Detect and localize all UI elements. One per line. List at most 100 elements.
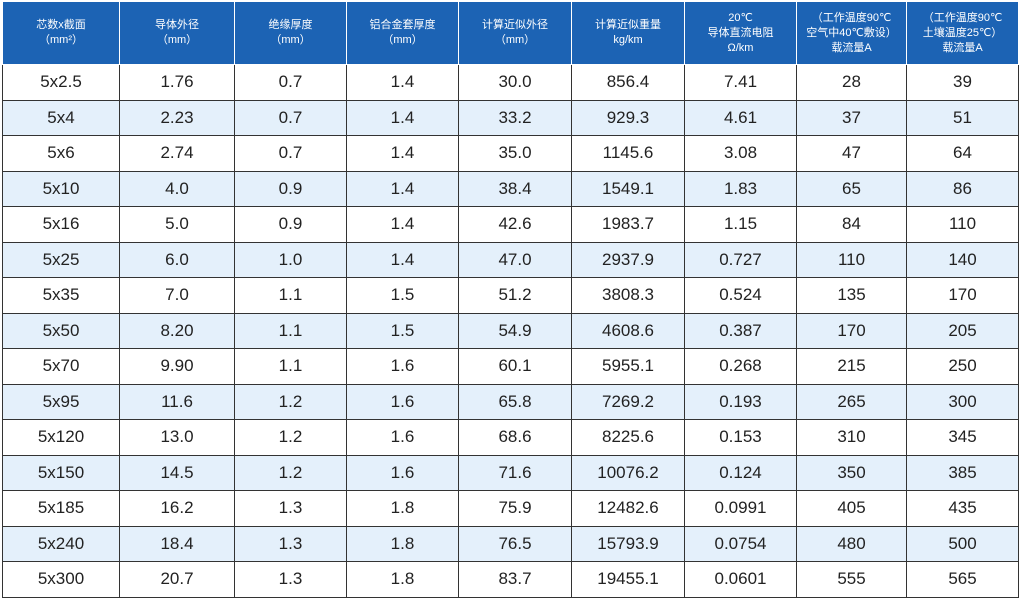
table-cell: 18.4 — [119, 525, 235, 562]
table-cell: 1.3 — [234, 490, 347, 527]
table-cell: 0.0991 — [684, 490, 797, 527]
table-cell: 385 — [906, 454, 1019, 491]
table-cell: 0.7 — [234, 135, 347, 172]
table-cell: 71.6 — [458, 454, 572, 491]
table-cell: 42.6 — [458, 206, 572, 243]
header-line: （mm） — [494, 34, 536, 46]
table-cell: 2937.9 — [571, 241, 685, 278]
table-cell: 51 — [906, 99, 1019, 136]
table-body: 5x2.5 1.76 0.7 1.4 30.0 856.4 7.41 28 39 5x4 2.23 0… — [2, 64, 1019, 598]
table-row: 5x150 14.5 1.2 1.6 71.6 10076.2 0.124 350 385 — [2, 454, 1019, 491]
table-cell: 20.7 — [119, 561, 235, 598]
table-cell: 1.1 — [234, 277, 347, 314]
table-cell: 5x10 — [2, 170, 120, 207]
header-line: 芯数x截面 — [36, 19, 86, 31]
table-cell: 5x16 — [2, 206, 120, 243]
table-row: 5x95 11.6 1.2 1.6 65.8 7269.2 0.193 265 300 — [2, 383, 1019, 420]
table-cell: 60.1 — [458, 348, 572, 385]
table-cell: 33.2 — [458, 99, 572, 136]
table-cell: 1.4 — [346, 206, 459, 243]
table-cell: 1.15 — [684, 206, 797, 243]
header-line: （工作温度90℃ — [922, 11, 1003, 24]
table-cell: 7269.2 — [571, 383, 685, 420]
table-cell: 47 — [796, 135, 907, 172]
table-cell: 54.9 — [458, 312, 572, 349]
table-cell: 5x185 — [2, 490, 120, 527]
table-row: 5x6 2.74 0.7 1.4 35.0 1145.6 3.08 47 64 — [2, 135, 1019, 172]
table-cell: 1.2 — [234, 383, 347, 420]
table-row: 5x50 8.20 1.1 1.5 54.9 4608.6 0.387 170 205 — [2, 312, 1019, 349]
table-cell: 265 — [796, 383, 907, 420]
table-cell: 500 — [906, 525, 1019, 562]
header-line: 导体外径 — [155, 19, 199, 31]
header-line: kg/km — [613, 34, 643, 46]
table-cell: 1983.7 — [571, 206, 685, 243]
table-cell: 5x25 — [2, 241, 120, 278]
table-cell: 1.3 — [234, 525, 347, 562]
table-cell: 16.2 — [119, 490, 235, 527]
header-line: （mm） — [270, 34, 311, 46]
table-cell: 68.6 — [458, 419, 572, 456]
table-cell: 1.0 — [234, 241, 347, 278]
table-cell: 5x95 — [2, 383, 120, 420]
table-cell: 1.6 — [346, 454, 459, 491]
table-cell: 0.268 — [684, 348, 797, 385]
table-cell: 84 — [796, 206, 907, 243]
table-cell: 1.6 — [346, 348, 459, 385]
table-row: 5x10 4.0 0.9 1.4 38.4 1549.1 1.83 65 86 — [2, 170, 1019, 207]
table-cell: 1.4 — [346, 241, 459, 278]
header-line: 载流量A — [942, 41, 983, 54]
table-cell: 15793.9 — [571, 525, 685, 562]
table-cell: 1.4 — [346, 99, 459, 136]
table-cell: 110 — [796, 241, 907, 278]
table-cell: 9.90 — [119, 348, 235, 385]
table-cell: 405 — [796, 490, 907, 527]
table-cell: 1.5 — [346, 312, 459, 349]
table-cell: 565 — [906, 561, 1019, 598]
header-line: （mm） — [382, 34, 423, 46]
header-cell: 计算近似重量 kg/km — [571, 2, 685, 65]
table-cell: 5x240 — [2, 525, 120, 562]
table-row: 5x2.5 1.76 0.7 1.4 30.0 856.4 7.41 28 39 — [2, 64, 1019, 101]
table-cell: 1.4 — [346, 135, 459, 172]
table-cell: 1.2 — [234, 454, 347, 491]
table-cell: 0.727 — [684, 241, 797, 278]
spec-table: 芯数x截面 （mm²） 导体外径 （mm） 绝缘厚度 （mm） 铝合金套厚度 （mm） 计算近似… — [2, 2, 1019, 598]
table-cell: 5.0 — [119, 206, 235, 243]
table-cell: 435 — [906, 490, 1019, 527]
header-cell: （工作温度90℃ 空气中40℃敷设） 载流量A — [796, 2, 907, 65]
table-cell: 1.6 — [346, 383, 459, 420]
table-cell: 5x120 — [2, 419, 120, 456]
table-cell: 0.9 — [234, 170, 347, 207]
table-cell: 1.4 — [346, 170, 459, 207]
header-line: （mm） — [156, 34, 198, 46]
table-row: 5x16 5.0 0.9 1.4 42.6 1983.7 1.15 84 110 — [2, 206, 1019, 243]
header-cell: 芯数x截面 （mm²） — [2, 2, 120, 65]
table-cell: 215 — [796, 348, 907, 385]
table-cell: 38.4 — [458, 170, 572, 207]
table-row: 5x185 16.2 1.3 1.8 75.9 12482.6 0.0991 405 435 — [2, 490, 1019, 527]
table-cell: 5x50 — [2, 312, 120, 349]
table-cell: 5955.1 — [571, 348, 685, 385]
table-cell: 1.76 — [119, 64, 235, 101]
table-row: 5x300 20.7 1.3 1.8 83.7 19455.1 0.0601 555 565 — [2, 561, 1019, 598]
table-cell: 65.8 — [458, 383, 572, 420]
table-cell: 1.3 — [234, 561, 347, 598]
table-row: 5x120 13.0 1.2 1.6 68.6 8225.6 0.153 310 345 — [2, 419, 1019, 456]
table-cell: 4.0 — [119, 170, 235, 207]
table-cell: 350 — [796, 454, 907, 491]
table-cell: 0.9 — [234, 206, 347, 243]
table-cell: 28 — [796, 64, 907, 101]
table-cell: 170 — [906, 277, 1019, 314]
table-cell: 5x6 — [2, 135, 120, 172]
table-cell: 5x150 — [2, 454, 120, 491]
header-cell: 绝缘厚度 （mm） — [234, 2, 347, 65]
table-cell: 300 — [906, 383, 1019, 420]
table-cell: 1549.1 — [571, 170, 685, 207]
table-cell: 110 — [906, 206, 1019, 243]
header-line: 计算近似重量 — [595, 19, 661, 31]
table-cell: 4608.6 — [571, 312, 685, 349]
table-cell: 1.8 — [346, 525, 459, 562]
header-line: 土壤温度25℃） — [922, 26, 1003, 39]
